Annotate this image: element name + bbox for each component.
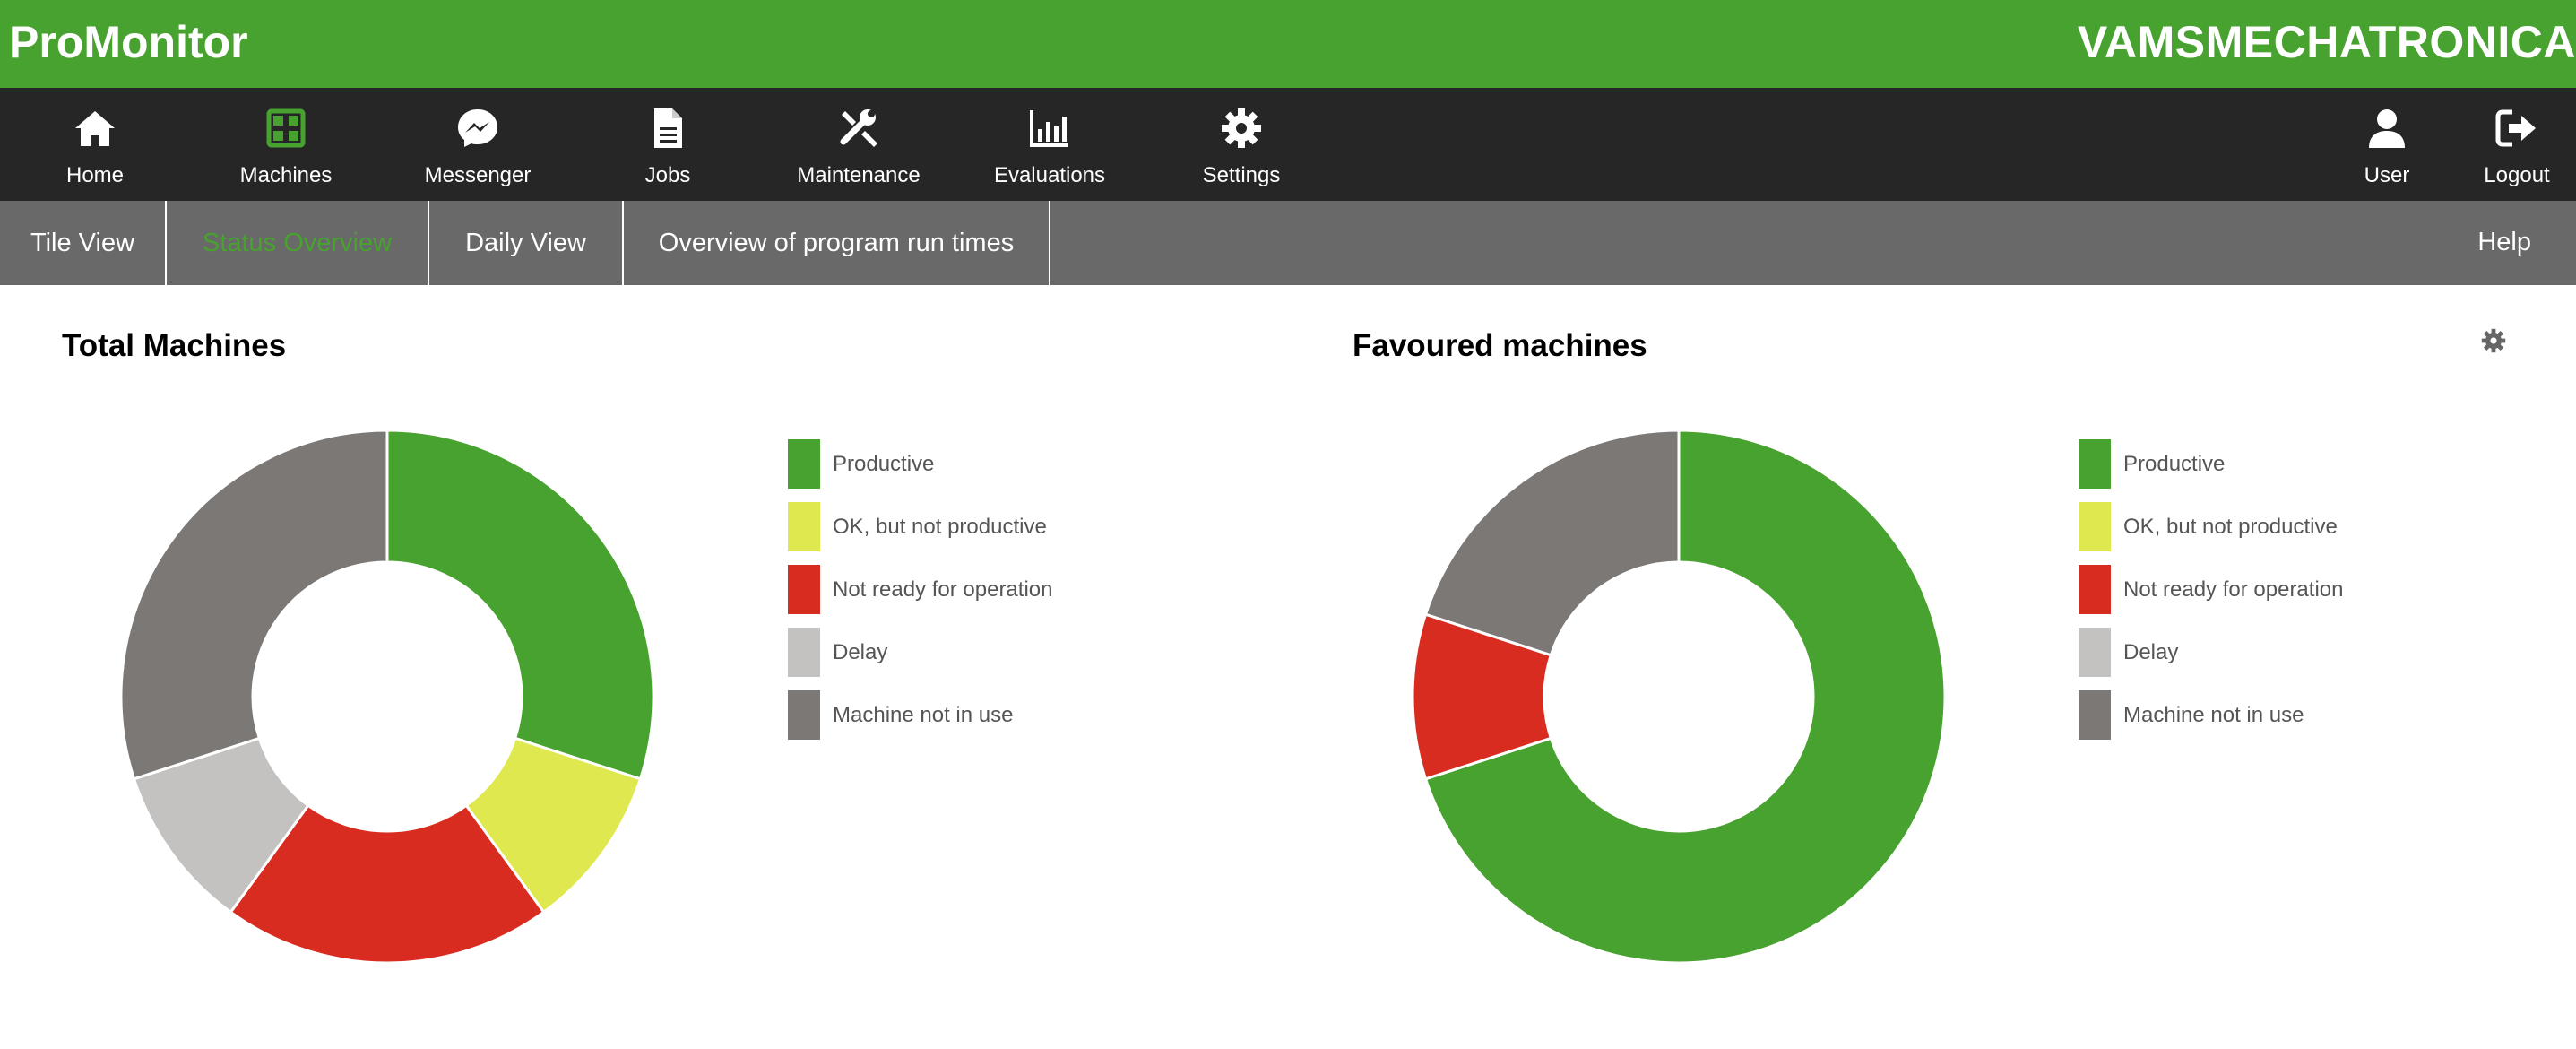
legend-item[interactable]: Productive <box>788 439 934 489</box>
legend-label: OK, but not productive <box>2123 514 2338 539</box>
nav-item-evaluations[interactable]: Evaluations <box>987 88 1112 201</box>
legend-swatch <box>2079 628 2111 677</box>
nav-item-jobs[interactable]: Jobs <box>623 88 713 201</box>
legend-swatch <box>2079 502 2111 551</box>
nav-item-home[interactable]: Home <box>50 88 140 201</box>
legend-swatch <box>2079 565 2111 614</box>
legend-label: Not ready for operation <box>833 577 1053 602</box>
favoured-machines-donut-chart <box>1411 429 1947 965</box>
legend-label: Delay <box>2123 639 2179 664</box>
favoured-machines-title: Favoured machines <box>1353 328 1647 363</box>
nav-item-settings[interactable]: Settings <box>1197 88 1286 201</box>
nav-item-user[interactable]: User <box>2342 88 2432 201</box>
legend-item[interactable]: OK, but not productive <box>788 502 1047 551</box>
nav-item-machines[interactable]: Machines <box>232 88 340 201</box>
legend-label: Productive <box>2123 451 2226 476</box>
app-title[interactable]: ProMonitor <box>9 17 248 67</box>
donut-slice-not-ready-for-operation[interactable] <box>229 803 546 965</box>
home-icon <box>75 111 115 146</box>
nav-item-label: Logout <box>2484 163 2550 187</box>
document-icon <box>654 108 682 148</box>
nav-item-maintenance[interactable]: Maintenance <box>791 88 926 201</box>
legend-item[interactable]: Productive <box>2079 439 2225 489</box>
legend-item[interactable]: Machine not in use <box>788 690 1013 740</box>
donut-slice-productive[interactable] <box>1423 429 1947 965</box>
tab-status-overview[interactable]: Status Overview <box>167 201 429 285</box>
nav-item-messenger[interactable]: Messenger <box>419 88 536 201</box>
nav-item-label: Maintenance <box>797 163 921 187</box>
gear-icon <box>1222 108 1261 148</box>
tab-tile-view[interactable]: Tile View <box>0 201 167 285</box>
legend-swatch <box>788 565 820 614</box>
nav-item-label: Home <box>65 163 125 187</box>
legend-label: Machine not in use <box>833 702 1014 727</box>
tools-icon <box>840 109 877 147</box>
legend-item[interactable]: Machine not in use <box>2079 690 2304 740</box>
logout-icon <box>2495 109 2536 147</box>
legend-item[interactable]: OK, but not productive <box>2079 502 2338 551</box>
legend-label: OK, but not productive <box>833 514 1047 539</box>
nav-item-label: Messenger <box>424 163 532 187</box>
legend-label: Delay <box>833 639 888 664</box>
help-link[interactable]: Help <box>2477 228 2531 256</box>
sub-nav: Tile View Status Overview Daily View Ove… <box>0 201 2576 285</box>
nav-item-logout[interactable]: Logout <box>2472 88 2562 201</box>
bar-chart-icon <box>1030 110 1068 147</box>
nav-item-label: Evaluations <box>993 163 1106 187</box>
messenger-icon <box>458 109 497 147</box>
donut-slice-productive[interactable] <box>385 429 655 781</box>
total-machines-title: Total Machines <box>62 328 287 363</box>
nav-item-label: Machines <box>239 163 333 187</box>
legend-label: Machine not in use <box>2123 702 2304 727</box>
donut-slice-machine-not-in-use[interactable] <box>1423 429 1681 657</box>
legend-swatch <box>2079 439 2111 489</box>
legend-item[interactable]: Delay <box>2079 628 2178 677</box>
donut-slice-machine-not-in-use[interactable] <box>119 429 389 781</box>
nav-item-label: User <box>2364 163 2410 187</box>
total-machines-donut-chart <box>119 429 655 965</box>
legend-swatch <box>788 502 820 551</box>
main-nav: Home Machines Messenger Jobs <box>0 88 2576 201</box>
brand-bar: ProMonitor VAMSMECHATRONICA <box>0 0 2576 88</box>
legend-swatch <box>2079 690 2111 740</box>
tab-program-run-times[interactable]: Overview of program run times <box>624 201 1050 285</box>
nav-item-label: Jobs <box>644 163 691 187</box>
legend-swatch <box>788 690 820 740</box>
legend-swatch <box>788 628 820 677</box>
legend-label: Not ready for operation <box>2123 577 2344 602</box>
grid-icon <box>266 108 306 148</box>
legend-swatch <box>788 439 820 489</box>
legend-item[interactable]: Delay <box>788 628 887 677</box>
nav-item-label: Settings <box>1202 163 1281 187</box>
tab-daily-view[interactable]: Daily View <box>429 201 624 285</box>
legend-label: Productive <box>833 451 935 476</box>
legend-item[interactable]: Not ready for operation <box>788 565 1052 614</box>
gear-icon[interactable] <box>2480 327 2507 354</box>
legend-item[interactable]: Not ready for operation <box>2079 565 2343 614</box>
user-icon <box>2369 109 2405 148</box>
company-name: VAMSMECHATRONICA <box>2077 17 2576 67</box>
